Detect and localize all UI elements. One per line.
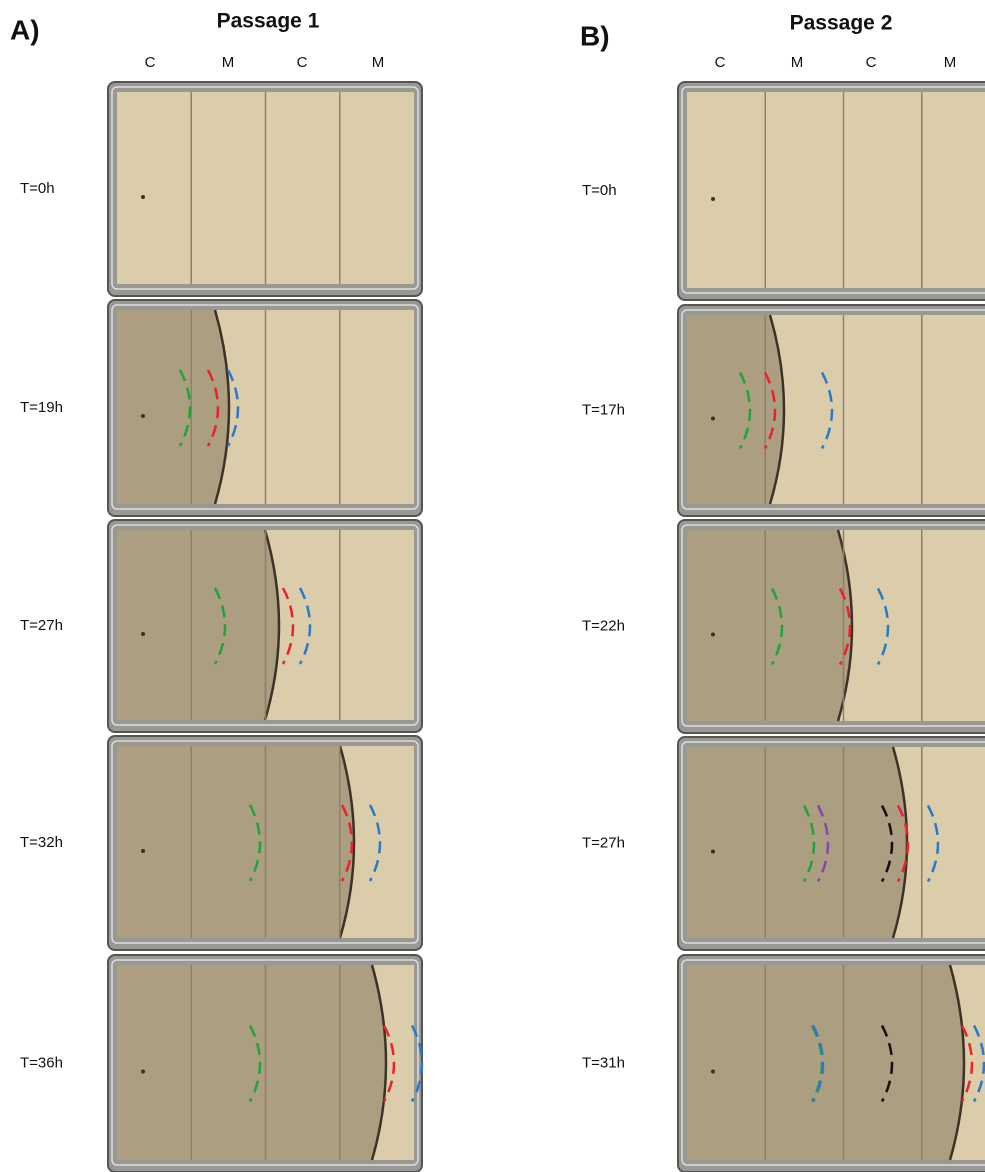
colonized-area — [117, 746, 354, 938]
inoculation-point — [711, 417, 715, 421]
column-label: C — [866, 54, 877, 71]
colonized-area — [117, 965, 386, 1160]
column-label: M — [222, 54, 235, 71]
plate — [108, 300, 422, 516]
column-label: M — [791, 54, 804, 71]
colonized-area — [687, 747, 907, 938]
plate — [108, 955, 422, 1172]
panel-title: Passage 2 — [790, 12, 893, 35]
inoculation-point — [141, 195, 145, 199]
time-label: T=0h — [582, 182, 617, 199]
time-label: T=36h — [20, 1054, 63, 1071]
plate — [678, 520, 985, 733]
time-label: T=27h — [20, 617, 63, 634]
panel-label: B) — [580, 20, 610, 51]
plate — [678, 955, 985, 1172]
time-label: T=27h — [582, 834, 625, 851]
column-label: M — [944, 54, 957, 71]
inoculation-point — [711, 1070, 715, 1074]
plate — [108, 520, 422, 732]
inoculation-point — [141, 849, 145, 853]
plate — [678, 305, 985, 516]
panel-title: Passage 1 — [217, 10, 320, 33]
plate — [108, 736, 422, 950]
colonized-area — [117, 310, 229, 504]
plate — [678, 737, 985, 950]
colonized-area — [687, 530, 852, 721]
inoculation-point — [141, 1070, 145, 1074]
plate — [108, 82, 422, 296]
inoculation-point — [141, 414, 145, 418]
inoculation-point — [711, 197, 715, 201]
time-label: T=32h — [20, 834, 63, 851]
inoculation-point — [141, 632, 145, 636]
plate — [678, 82, 985, 300]
time-label: T=19h — [20, 399, 63, 416]
panel-label: A) — [10, 14, 40, 45]
inoculation-point — [711, 633, 715, 637]
inoculation-point — [711, 850, 715, 854]
time-label: T=0h — [20, 180, 55, 197]
colonized-area — [117, 530, 279, 720]
column-label: C — [145, 54, 156, 71]
column-label: M — [372, 54, 385, 71]
time-label: T=31h — [582, 1054, 625, 1071]
time-label: T=22h — [582, 617, 625, 634]
figure: A) Passage 1 B) Passage 2 C M C M T=0h T=19h T… — [0, 0, 985, 1172]
column-label: C — [297, 54, 308, 71]
column-label: C — [715, 54, 726, 71]
time-label: T=17h — [582, 401, 625, 418]
colonized-area — [687, 315, 784, 504]
plate-agar — [687, 92, 985, 288]
